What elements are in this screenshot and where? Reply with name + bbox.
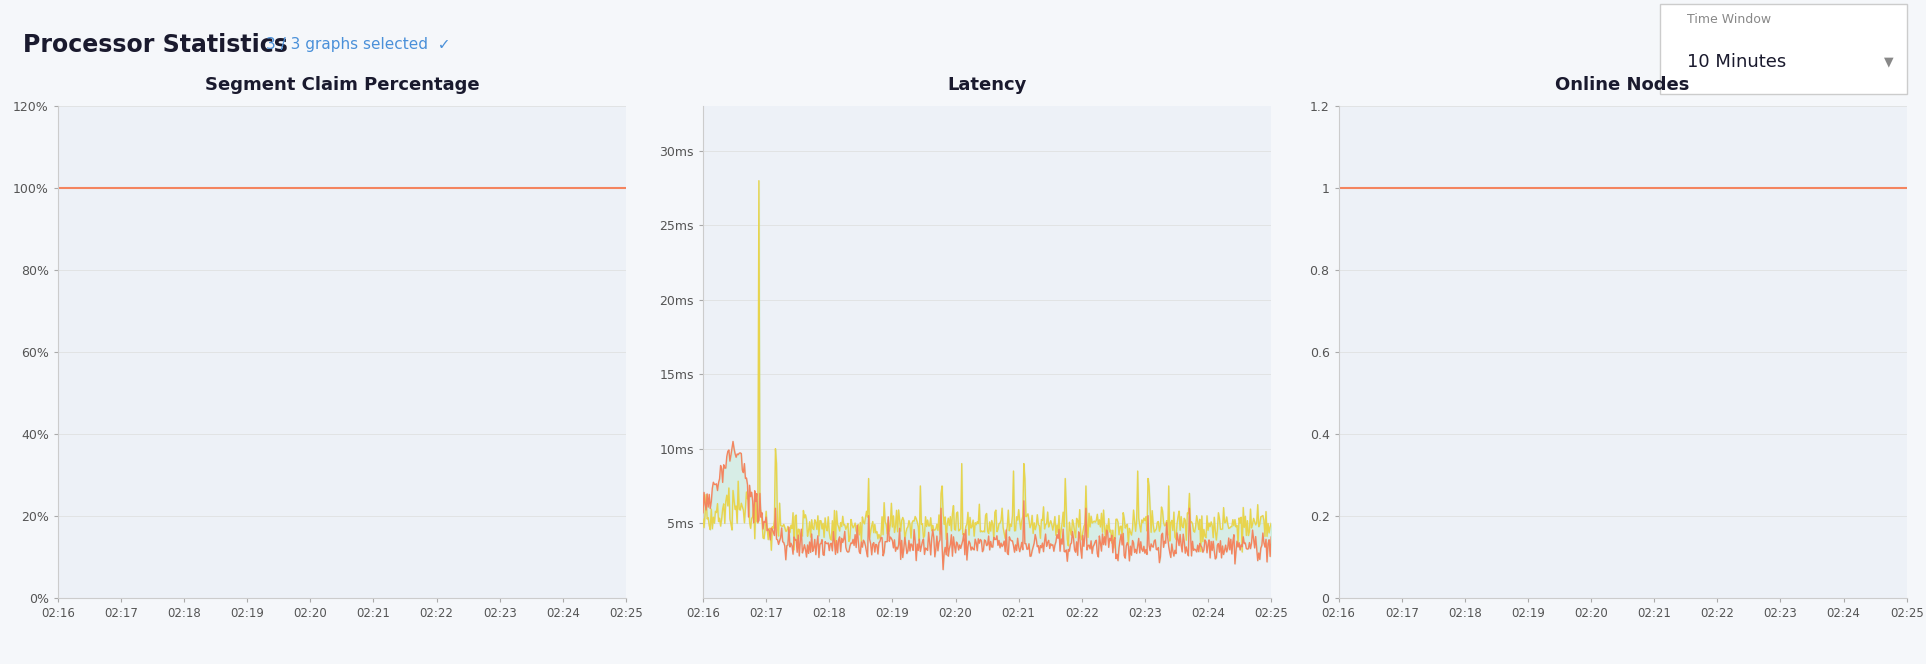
Text: 10 Minutes: 10 Minutes	[1687, 52, 1787, 71]
Title: Online Nodes: Online Nodes	[1556, 76, 1689, 94]
Title: Latency: Latency	[948, 76, 1027, 94]
Title: Segment Claim Percentage: Segment Claim Percentage	[204, 76, 480, 94]
Text: 3 / 3 graphs selected  ✓: 3 / 3 graphs selected ✓	[266, 37, 451, 52]
Text: Time Window: Time Window	[1687, 13, 1772, 27]
FancyBboxPatch shape	[1660, 4, 1907, 94]
Text: ▼: ▼	[1884, 55, 1893, 68]
Text: Processor Statistics: Processor Statistics	[23, 33, 289, 57]
